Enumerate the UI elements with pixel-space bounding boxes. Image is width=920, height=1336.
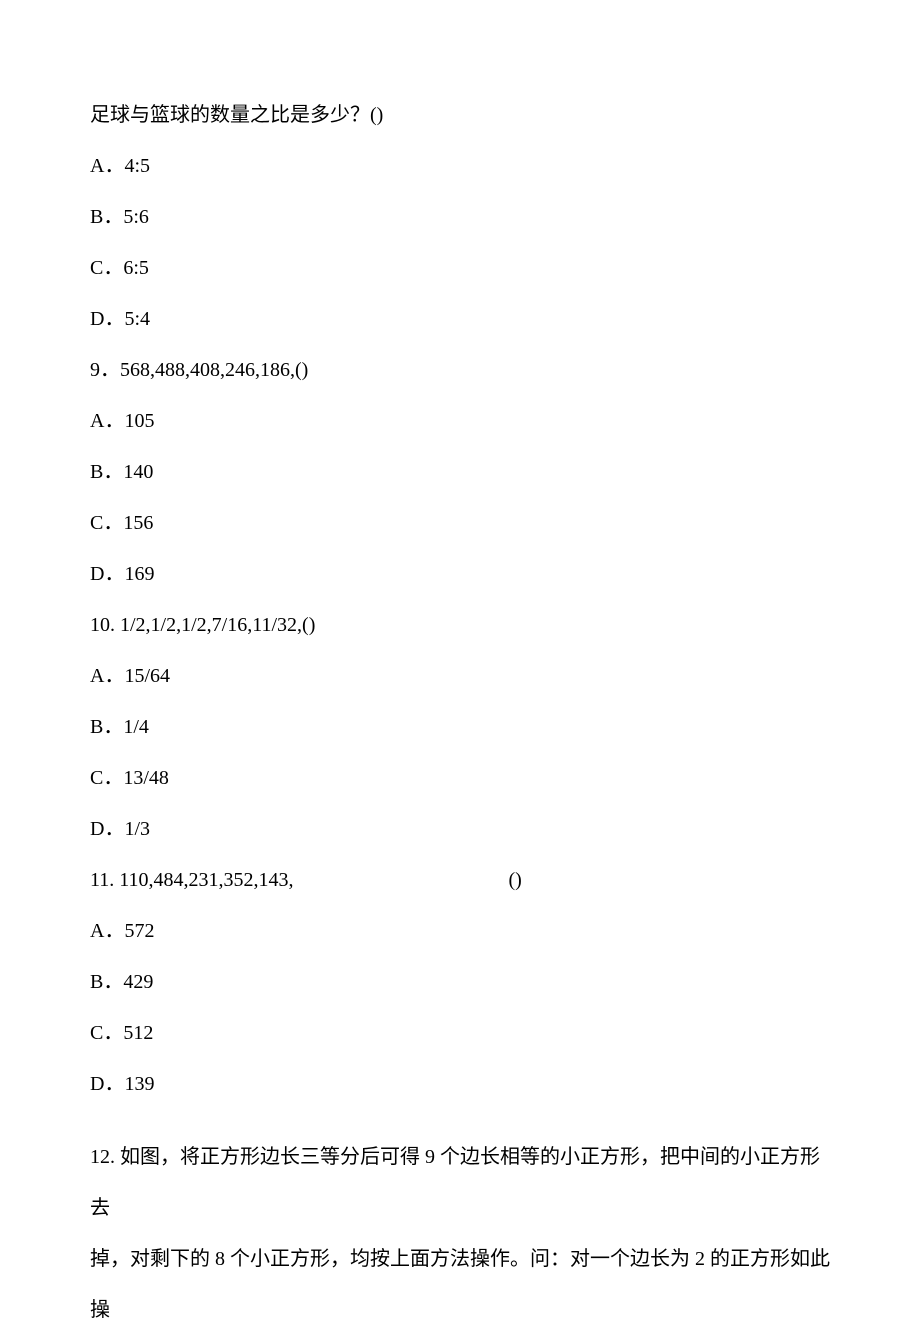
q8-stem-continued: 足球与篮球的数量之比是多少？()	[90, 90, 830, 141]
document-content: 足球与篮球的数量之比是多少？() A．4:5 B．5:6 C．6:5 D．5:4…	[90, 90, 830, 1336]
q9-option-c: C．156	[90, 498, 830, 549]
spacer	[90, 1110, 830, 1132]
q12-stem-line1: 12. 如图，将正方形边长三等分后可得 9 个边长相等的小正方形，把中间的小正方…	[90, 1132, 830, 1234]
q11-option-b: B．429	[90, 957, 830, 1008]
q11-option-c: C．512	[90, 1008, 830, 1059]
q10-option-a: A．15/64	[90, 651, 830, 702]
q10-stem: 10. 1/2,1/2,1/2,7/16,11/32,()	[90, 600, 830, 651]
q9-option-d: D．169	[90, 549, 830, 600]
q10-option-b: B．1/4	[90, 702, 830, 753]
q12-stem-line2: 掉，对剩下的 8 个小正方形，均按上面方法操作。问：对一个边长为 2 的正方形如…	[90, 1234, 830, 1336]
q9-option-b: B．140	[90, 447, 830, 498]
q11-option-a: A．572	[90, 906, 830, 957]
q10-option-c: C．13/48	[90, 753, 830, 804]
q9-option-a: A．105	[90, 396, 830, 447]
q11-stem: 11. 110,484,231,352,143, ()	[90, 855, 830, 906]
q11-stem-paren: ()	[509, 855, 522, 906]
q10-option-d: D．1/3	[90, 804, 830, 855]
q11-stem-text: 11. 110,484,231,352,143,	[90, 855, 294, 906]
q8-option-b: B．5:6	[90, 192, 830, 243]
q9-stem: 9．568,488,408,246,186,()	[90, 345, 830, 396]
q8-option-a: A．4:5	[90, 141, 830, 192]
q8-option-d: D．5:4	[90, 294, 830, 345]
q8-option-c: C．6:5	[90, 243, 830, 294]
q11-option-d: D．139	[90, 1059, 830, 1110]
